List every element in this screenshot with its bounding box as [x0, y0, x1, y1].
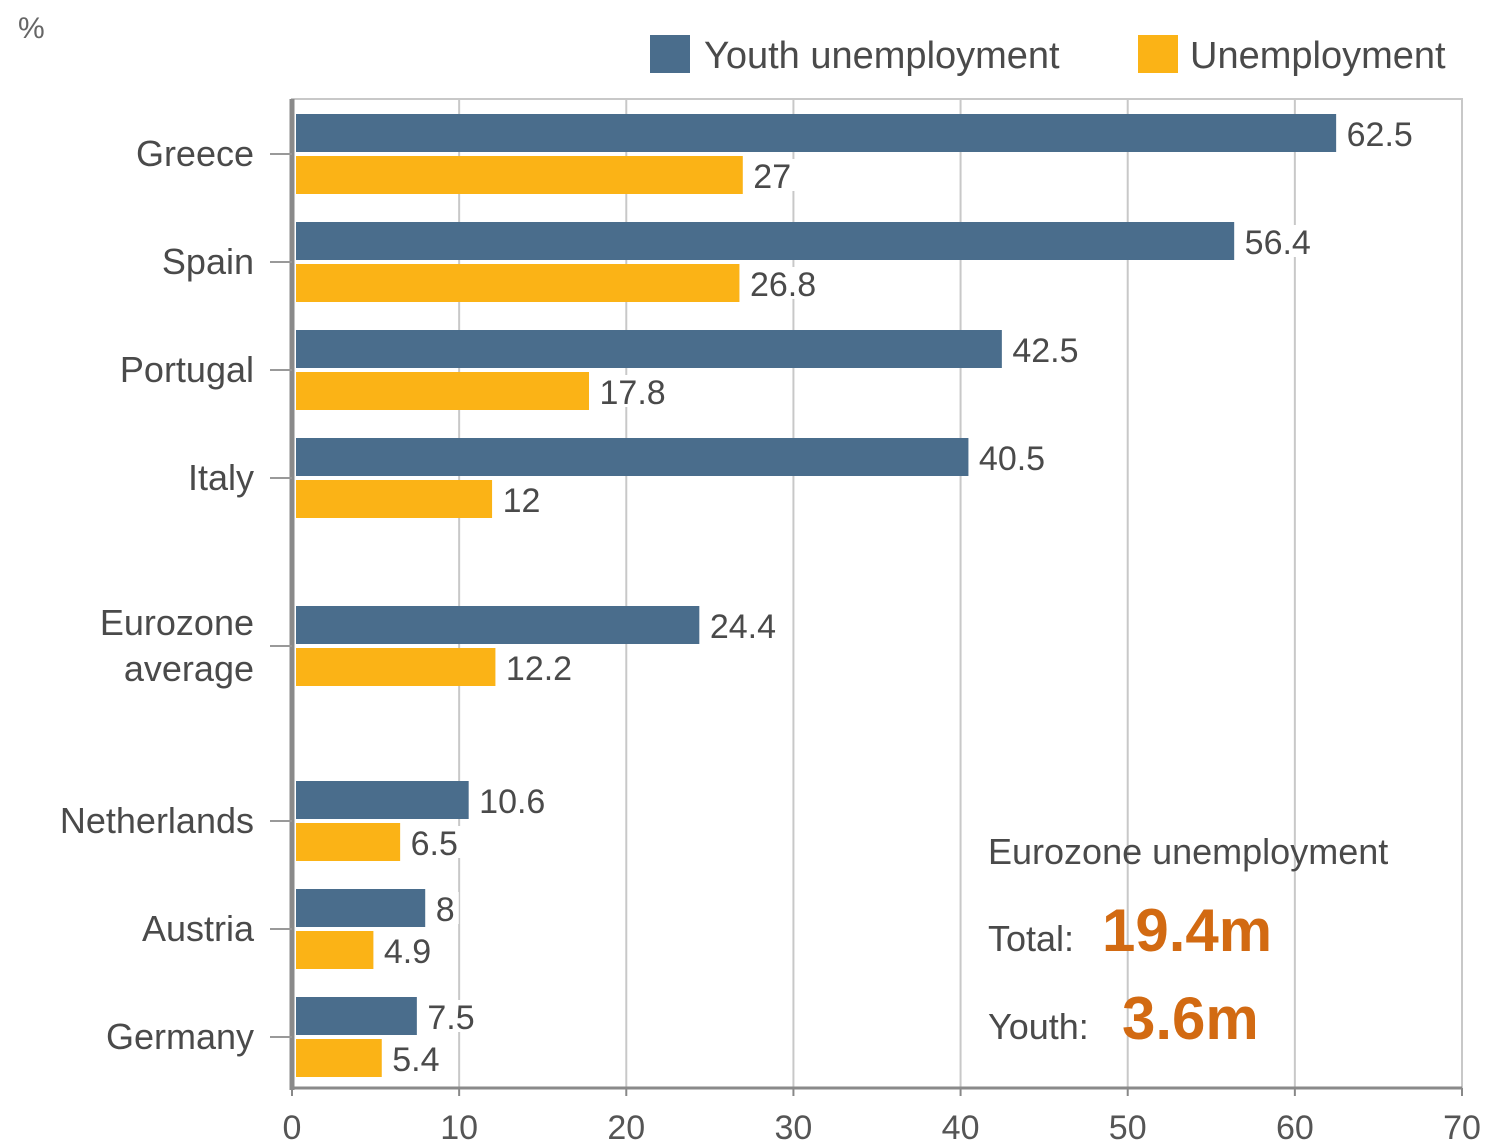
value-label-bg: [745, 267, 830, 299]
x-tick-label: 60: [1276, 1109, 1314, 1142]
value-label: 12: [503, 482, 541, 520]
legend-swatch-youth: [650, 35, 690, 73]
value-label-bg: [388, 1042, 454, 1074]
youth-unemployment-bar: [296, 781, 470, 819]
summary-youth-label: Youth:: [988, 1006, 1089, 1047]
value-label-bg: [498, 483, 545, 515]
value-label: 26.8: [750, 266, 816, 304]
summary-box: Eurozone unemployment Total: 19.4m Youth…: [988, 831, 1388, 1052]
value-label: 56.4: [1245, 224, 1311, 262]
axes: 0 10 20 30 40 50 60 70 Greece Spain Portugal Italy E…: [60, 99, 1481, 1142]
value-label-bg: [974, 441, 1059, 473]
youth-unemployment-bar: [296, 114, 1337, 152]
legend-label: Unemployment: [1190, 35, 1446, 77]
value-label: 40.5: [979, 440, 1045, 478]
youth-unemployment-bar: [296, 997, 418, 1035]
value-label: 6.5: [411, 825, 458, 863]
value-label-bg: [749, 159, 796, 191]
value-label-bg: [431, 892, 459, 924]
category-label: Germany: [106, 1016, 254, 1057]
unemployment-bar: [296, 264, 740, 302]
value-label-bg: [705, 609, 790, 641]
value-label-bg: [423, 1000, 489, 1032]
youth-unemployment-bar: [296, 330, 1003, 368]
legend-swatch-unemployment: [1138, 35, 1178, 73]
legend: Youth unemployment Unemployment: [650, 35, 1446, 77]
youth-unemployment-bar: [296, 438, 969, 476]
bars: 62.5 27 56.4 26.8 42.5 17.8 40.5 12 24.4 12.2 10.6…: [296, 114, 1427, 1079]
value-label: 17.8: [600, 374, 666, 412]
x-tick-label: 30: [775, 1109, 813, 1142]
value-label: 62.5: [1347, 116, 1413, 154]
x-tick-label: 40: [942, 1109, 980, 1142]
category-label: average: [124, 648, 254, 689]
unemployment-bar: [296, 156, 744, 194]
value-label: 42.5: [1012, 332, 1078, 370]
unemployment-bar: [296, 823, 401, 861]
youth-unemployment-bar: [296, 889, 426, 927]
summary-youth-value: 3.6m: [1122, 985, 1259, 1052]
value-label: 12.2: [506, 650, 572, 688]
youth-unemployment-bar: [296, 606, 700, 644]
value-label: 24.4: [710, 608, 776, 646]
unemployment-bar: [296, 648, 496, 686]
value-label-bg: [501, 651, 586, 683]
x-tick-label: 50: [1109, 1109, 1147, 1142]
category-label: Spain: [162, 241, 254, 282]
unemployment-bar: [296, 931, 374, 969]
category-label: Eurozone: [100, 602, 254, 643]
category-label: Portugal: [120, 349, 254, 390]
x-tick-label: 10: [440, 1109, 478, 1142]
value-label: 27: [753, 158, 791, 196]
value-label: 5.4: [392, 1041, 439, 1079]
x-tick-label: 20: [607, 1109, 645, 1142]
unemployment-bar: [296, 480, 493, 518]
category-label: Italy: [188, 457, 254, 498]
value-label-bg: [595, 375, 680, 407]
category-label: Greece: [136, 133, 254, 174]
unemployment-bar: [296, 372, 590, 410]
x-tick-label: 70: [1443, 1109, 1481, 1142]
value-label-bg: [1240, 225, 1325, 257]
summary-title: Eurozone unemployment: [988, 831, 1388, 872]
value-label-bg: [1342, 117, 1427, 149]
summary-total-value: 19.4m: [1102, 897, 1272, 964]
legend-label: Youth unemployment: [704, 35, 1060, 77]
unit-label: %: [18, 12, 45, 45]
category-label: Netherlands: [60, 800, 254, 841]
value-label: 7.5: [427, 999, 474, 1037]
value-label: 4.9: [384, 933, 431, 971]
youth-unemployment-bar: [296, 222, 1235, 260]
value-label-bg: [406, 826, 472, 858]
summary-total-label: Total:: [988, 918, 1074, 959]
value-label-bg: [379, 934, 445, 966]
value-label-bg: [475, 784, 560, 816]
x-tick-label: 0: [283, 1109, 302, 1142]
value-label: 10.6: [479, 783, 545, 821]
unemployment-bar: [296, 1039, 383, 1077]
value-label-bg: [1008, 333, 1093, 365]
value-label: 8: [436, 891, 455, 929]
category-label: Austria: [142, 908, 255, 949]
